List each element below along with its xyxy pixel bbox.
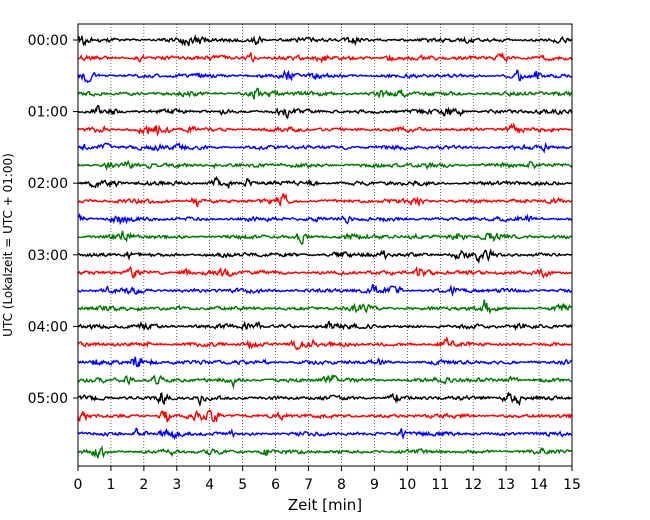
y-tick-label: 01:00: [28, 105, 68, 121]
trace-0515: [77, 409, 573, 423]
x-axis: 0 1 2 3 4 5 6 7 8 9 10 11 12 13 14 15: [74, 466, 581, 493]
trace-0530: [77, 427, 573, 441]
x-tick-label: 11: [431, 477, 449, 493]
x-tick-label: 7: [304, 477, 313, 493]
x-tick-label: 2: [139, 477, 148, 493]
x-tick-label: 14: [530, 477, 548, 493]
plot-background: [78, 24, 572, 466]
y-axis: 00:00 01:00 02:00 03:00 04:00 05:00: [28, 33, 78, 407]
y-tick-label: 02:00: [28, 176, 68, 192]
trace-0245: [77, 230, 573, 245]
trace-0100: [77, 104, 573, 120]
y-tick-label: 05:00: [28, 391, 68, 407]
trace-0215: [77, 192, 573, 208]
y-tick-label: 04:00: [28, 319, 68, 335]
trace-0445: [77, 373, 573, 390]
x-tick-label: 0: [74, 477, 83, 493]
y-tick-label: 03:00: [28, 248, 68, 264]
trace-0015: [77, 51, 573, 65]
trace-0500: [77, 391, 573, 408]
trace-0400: [77, 320, 573, 332]
trace-0415: [77, 335, 573, 351]
x-axis-label: Zeit [min]: [288, 496, 362, 514]
trace-0000: [77, 33, 573, 47]
x-tick-label: 3: [172, 477, 181, 493]
trace-0545: [77, 445, 573, 459]
x-tick-label: 5: [238, 477, 247, 493]
trace-group: [77, 33, 573, 459]
trace-0345: [77, 299, 572, 315]
trace-0315: [77, 265, 573, 279]
trace-0045: [77, 87, 573, 100]
x-tick-label: 6: [271, 477, 280, 493]
trace-0330: [77, 283, 573, 298]
plot-frame: [77, 23, 573, 467]
x-tick-label: 9: [370, 477, 379, 493]
y-tick-label: 00:00: [28, 33, 68, 49]
trace-0300: [77, 247, 573, 265]
x-tick-label: 1: [106, 477, 115, 493]
x-tick-label: 10: [398, 477, 416, 493]
x-tick-label: 12: [464, 477, 482, 493]
x-tick-label: 4: [205, 477, 214, 493]
trace-0030: [77, 69, 573, 84]
trace-0430: [77, 356, 573, 368]
trace-0200: [77, 175, 573, 189]
trace-0145: [77, 159, 573, 172]
x-tick-label: 15: [563, 477, 581, 493]
x-tick-label: 8: [337, 477, 346, 493]
trace-0115: [77, 122, 573, 137]
y-axis-label: UTC (Lokalzeit = UTC + 01:00): [1, 153, 15, 337]
x-tick-label: 13: [497, 477, 515, 493]
trace-0130: [77, 141, 573, 154]
trace-0230: [77, 212, 573, 226]
